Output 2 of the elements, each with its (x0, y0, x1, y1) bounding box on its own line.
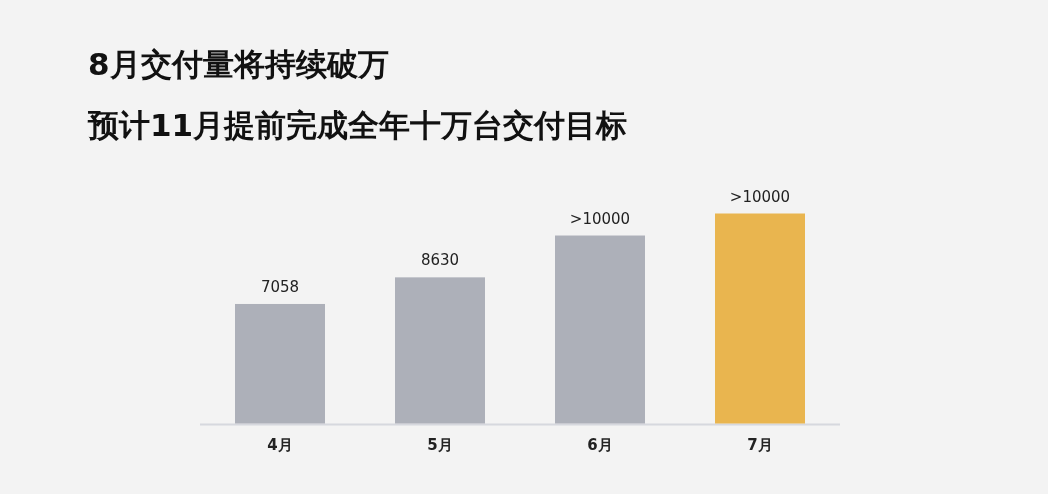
title: 8月交付量将持续破万 (88, 46, 389, 82)
subtitle: 预计11月提前完成全年十万台交付目标 (88, 107, 628, 143)
